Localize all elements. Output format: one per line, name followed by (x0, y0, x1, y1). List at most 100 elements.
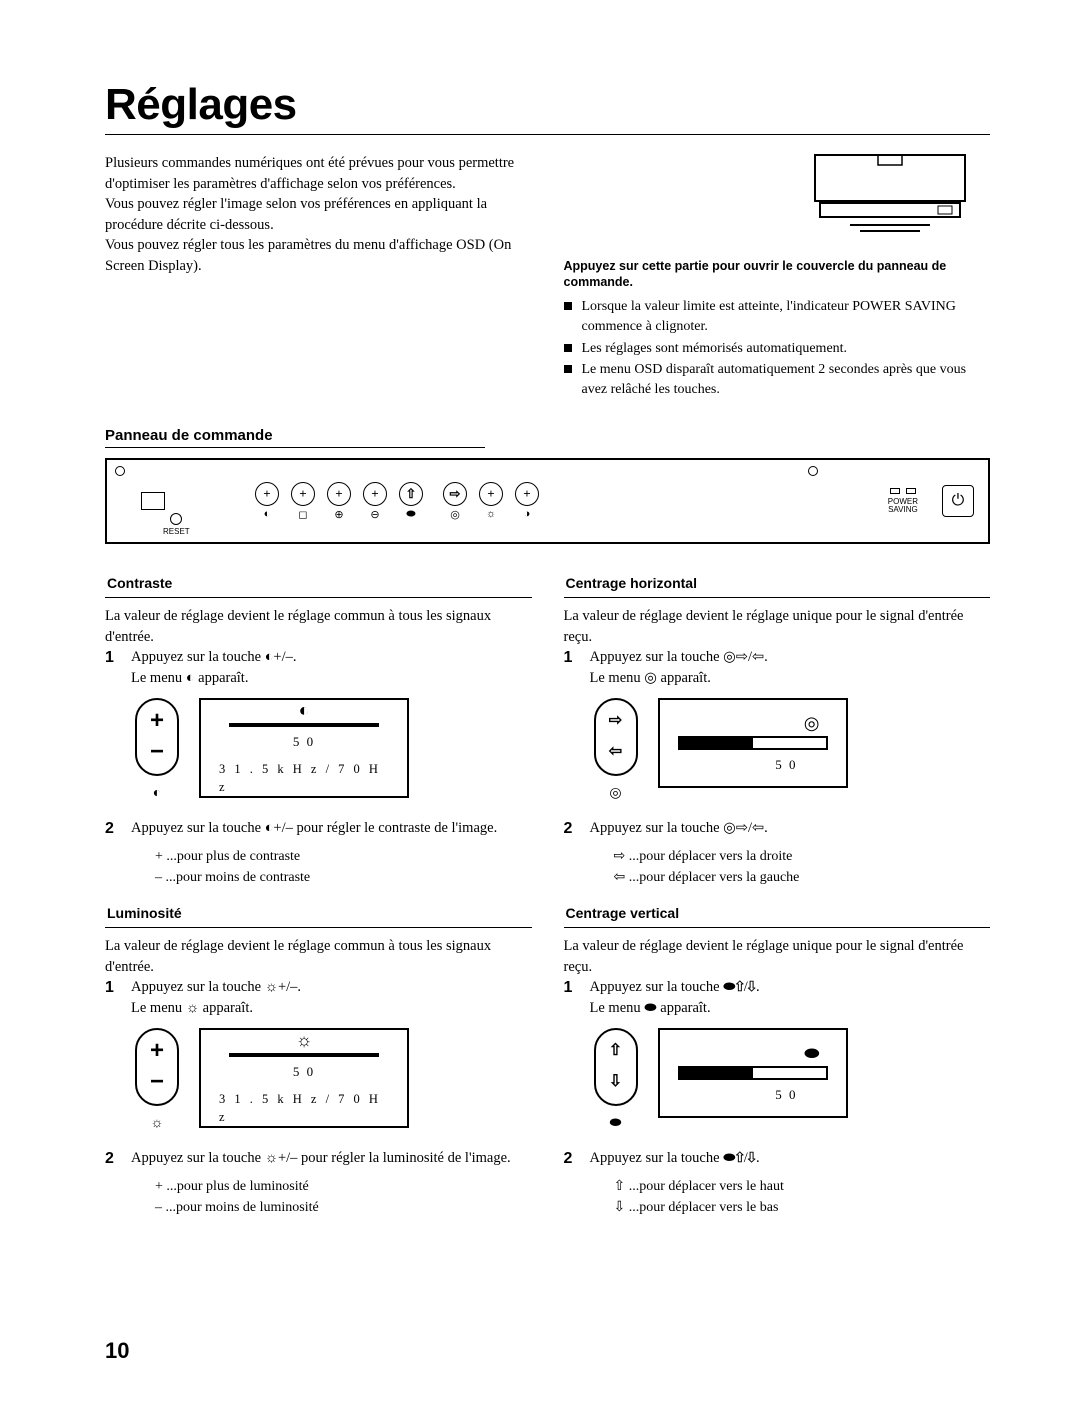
step-text: Le menu ⬬ apparaît. (590, 1000, 711, 1016)
knob: +◐ (255, 482, 279, 521)
ch-step-1: 1 Appuyez sur la touche ◎⇨/⇦. Le menu ◎ … (564, 647, 991, 688)
osd-value: 5 0 (775, 756, 797, 774)
knob: +⊖ (363, 482, 387, 521)
arrow-button-icon: ⇨⇦ (594, 698, 638, 776)
note-item: Le menu OSD disparaît automatiquement 2 … (564, 360, 991, 399)
contraste-step-1: 1 Appuyez sur la touche ◐+/–. Le menu ◐ … (105, 647, 532, 688)
osd-display: ◐ 5 0 3 1 . 5 k H z / 7 0 H z (199, 698, 409, 798)
intro-right: Appuyez sur cette partie pour ouvrir le … (564, 153, 991, 401)
step-text: Appuyez sur la touche ◎⇨/⇦. (590, 649, 768, 665)
luminosite-step-2: 2 Appuyez sur la touche ☼+/– pour régler… (105, 1148, 532, 1170)
panel-right: POWER SAVING ⏻ (888, 485, 974, 517)
intro-p2: Vous pouvez régler l'image selon vos pré… (105, 194, 532, 235)
knob: +☼ (479, 482, 503, 521)
knob-group-1: +◐ +◻ +⊕ +⊖ ⇧⬬ (255, 482, 423, 521)
reset-button: RESET (163, 513, 190, 536)
intro-p3: Vous pouvez régler tous les paramètres d… (105, 235, 532, 276)
ch-step-2: 2 Appuyez sur la touche ◎⇨/⇦. (564, 818, 991, 840)
right-column: Centrage horizontal La valeur de réglage… (564, 558, 991, 1218)
h-center-icon: ◎ (609, 784, 621, 804)
power-saving-label: POWER SAVING (888, 498, 918, 516)
knob-group-2: ⇨◎ +☼ +◑ (443, 482, 539, 521)
knob: +◻ (291, 482, 315, 521)
luminosite-sublist: + ...pour plus de luminosité – ...pour m… (155, 1176, 532, 1218)
cv-step-2: 2 Appuyez sur la touche ⬬⇧/⇩. (564, 1148, 991, 1170)
ch-heading: Centrage horizontal (564, 574, 991, 598)
contraste-heading: Contraste (105, 574, 532, 598)
luminosite-osd: +− ☼ ☼ 5 0 3 1 . 5 k H z / 7 0 H z (135, 1028, 532, 1134)
notes-list: Lorsque la valeur limite est atteinte, l… (564, 297, 991, 399)
panel-caption: Appuyez sur cette partie pour ouvrir le … (564, 258, 991, 292)
osd-value: 5 0 (293, 733, 315, 751)
ch-lead: La valeur de réglage devient le réglage … (564, 606, 991, 647)
h-center-icon: ◎ (804, 714, 820, 732)
osd-value: 5 0 (293, 1063, 315, 1081)
step-text: Appuyez sur la touche ⬬⇧/⇩. (590, 979, 760, 995)
contraste-step-2: 2 Appuyez sur la touche ◐+/– pour régler… (105, 818, 532, 840)
knob: +◑ (515, 482, 539, 521)
sub-item: + ...pour plus de luminosité (155, 1176, 532, 1197)
sub-item: ⇧ ...pour déplacer vers le haut (614, 1176, 991, 1197)
osd-freq: 3 1 . 5 k H z / 7 0 H z (219, 761, 389, 797)
ch-osd: ⇨⇦ ◎ ◎ 5 0 (594, 698, 991, 804)
cv-step-1: 1 Appuyez sur la touche ⬬⇧/⇩. Le menu ⬬ … (564, 977, 991, 1018)
osd-freq: 3 1 . 5 k H z / 7 0 H z (219, 1091, 389, 1127)
panel-led-icon (115, 466, 125, 476)
knob: ⇨◎ (443, 482, 467, 521)
note-item: Les réglages sont mémorisés automatiquem… (564, 339, 991, 359)
page-title: Réglages (105, 80, 990, 135)
sub-item: – ...pour moins de luminosité (155, 1197, 532, 1218)
brightness-icon: ☼ (296, 1031, 313, 1049)
step-text: Le menu ◎ apparaît. (590, 670, 711, 686)
note-item: Lorsque la valeur limite est atteinte, l… (564, 297, 991, 336)
luminosite-heading: Luminosité (105, 904, 532, 928)
plus-minus-button-icon: +− (135, 1028, 179, 1106)
plus-minus-button-icon: +− (135, 698, 179, 776)
monitor-sketch (564, 153, 991, 250)
cv-lead: La valeur de réglage devient le réglage … (564, 936, 991, 977)
intro-p1: Plusieurs commandes numériques ont été p… (105, 153, 532, 194)
step-text: Le menu ☼ apparaît. (131, 1000, 253, 1016)
sub-item: ⇩ ...pour déplacer vers le bas (614, 1197, 991, 1218)
contraste-osd: +− ◐ ◐ 5 0 3 1 . 5 k H z / 7 0 H z (135, 698, 532, 804)
osd-display: ◎ 5 0 (658, 698, 848, 788)
step-text: Appuyez sur la touche ◐+/– pour régler l… (131, 818, 532, 840)
panel-left (141, 492, 165, 510)
left-column: Contraste La valeur de réglage devient l… (105, 558, 532, 1218)
knob: ⇧⬬ (399, 482, 423, 521)
power-button-icon: ⏻ (942, 485, 974, 517)
osd-value: 5 0 (775, 1086, 797, 1104)
contraste-sublist: + ...pour plus de contraste – ...pour mo… (155, 846, 532, 888)
step-text: Le menu ◐ apparaît. (131, 670, 248, 686)
knob: +⊕ (327, 482, 351, 521)
luminosite-lead: La valeur de réglage devient le réglage … (105, 936, 532, 977)
step-text: Appuyez sur la touche ☼+/–. (131, 979, 301, 995)
power-saving-indicator: POWER SAVING (888, 488, 918, 516)
panel-led-icon (808, 466, 818, 476)
v-center-icon: ⬬ (610, 1114, 622, 1134)
sub-item: ⇦ ...pour déplacer vers la gauche (614, 867, 991, 888)
step-text: Appuyez sur la touche ◎⇨/⇦. (590, 818, 991, 840)
page-number: 10 (105, 1338, 129, 1364)
sub-item: ⇨ ...pour déplacer vers la droite (614, 846, 991, 867)
cv-osd: ⇧⇩ ⬬ ⬬ 5 0 (594, 1028, 991, 1134)
intro-row: Plusieurs commandes numériques ont été p… (105, 153, 990, 401)
reset-label: RESET (163, 527, 190, 536)
contrast-icon: ◐ (153, 784, 161, 804)
intro-left: Plusieurs commandes numériques ont été p… (105, 153, 532, 401)
luminosite-step-1: 1 Appuyez sur la touche ☼+/–. Le menu ☼ … (105, 977, 532, 1018)
sub-item: + ...pour plus de contraste (155, 846, 532, 867)
arrow-button-icon: ⇧⇩ (594, 1028, 638, 1106)
ch-sublist: ⇨ ...pour déplacer vers la droite ⇦ ...p… (614, 846, 991, 888)
panel-heading: Panneau de commande (105, 427, 485, 448)
contrast-icon: ◐ (299, 701, 310, 719)
control-panel-diagram: RESET +◐ +◻ +⊕ +⊖ ⇧⬬ ⇨◎ +☼ +◑ POWER SAVI… (105, 458, 990, 544)
contraste-lead: La valeur de réglage devient le réglage … (105, 606, 532, 647)
step-text: Appuyez sur la touche ⬬⇧/⇩. (590, 1148, 991, 1170)
panel-mini-screen-icon (141, 492, 165, 510)
osd-display: ☼ 5 0 3 1 . 5 k H z / 7 0 H z (199, 1028, 409, 1128)
sub-item: – ...pour moins de contraste (155, 867, 532, 888)
step-text: Appuyez sur la touche ☼+/– pour régler l… (131, 1148, 532, 1170)
v-center-icon: ⬬ (804, 1044, 819, 1062)
brightness-icon: ☼ (151, 1114, 164, 1134)
